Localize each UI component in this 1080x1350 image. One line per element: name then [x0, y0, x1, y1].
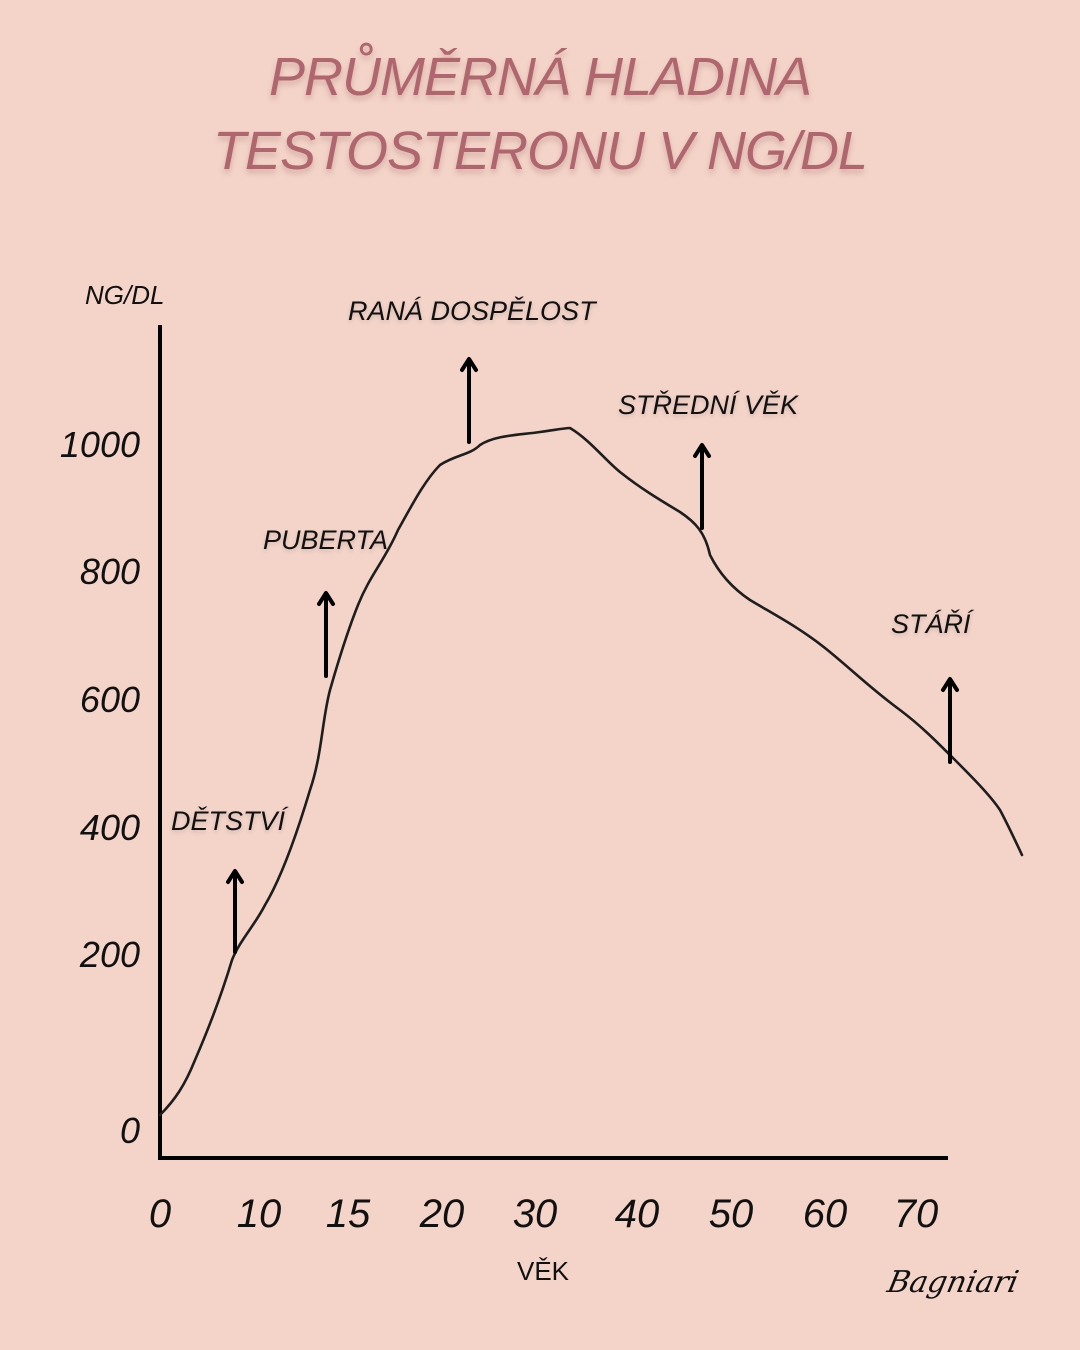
stage-label-early-adulthood: RANÁ DOSPĚLOST: [348, 296, 596, 326]
arrow-up-icon: [941, 677, 959, 764]
x-tick-label: 60: [802, 1192, 848, 1236]
title-line-2: TESTOSTERONU V NG/DL: [212, 121, 868, 181]
y-tick-label: 200: [79, 934, 140, 975]
x-tick-label: 40: [614, 1192, 660, 1236]
y-tick-label: 0: [119, 1110, 140, 1151]
chart-title: PRŮMĚRNÁ HLADINA TESTOSTERONU V NG/DL: [0, 40, 1080, 188]
signature: Bagniari: [884, 1265, 1022, 1300]
stage-label-old-age: STÁŘÍ: [891, 609, 971, 639]
x-tick-label: 30: [512, 1192, 558, 1236]
x-axis-title: VĚK: [517, 1256, 570, 1286]
y-tick-label: 600: [79, 679, 140, 720]
arrow-up-icon: [460, 357, 478, 444]
x-tick-label: 70: [893, 1192, 939, 1236]
x-tick-label: 15: [325, 1192, 371, 1236]
y-tick-label: 1000: [59, 424, 140, 465]
y-tick-label: 800: [79, 551, 140, 592]
stage-label-puberty: PUBERTA: [263, 525, 389, 555]
y-tick-label: 400: [79, 807, 140, 848]
x-tick-label: 20: [419, 1192, 465, 1236]
x-tick-label: 10: [236, 1192, 282, 1236]
testosterone-curve: [158, 426, 1024, 1117]
arrow-up-icon: [226, 869, 244, 954]
y-axis-title: NG/DL: [85, 280, 165, 310]
stage-label-childhood: DĚTSTVÍ: [171, 806, 286, 836]
x-tick-label: 0: [148, 1192, 172, 1236]
arrow-up-icon: [317, 591, 335, 678]
x-tick-label: 50: [708, 1192, 754, 1236]
arrow-up-icon: [693, 443, 711, 530]
title-line-1: PRŮMĚRNÁ HLADINA: [268, 47, 812, 107]
stage-label-middle-age: STŘEDNÍ VĚK: [618, 390, 799, 420]
